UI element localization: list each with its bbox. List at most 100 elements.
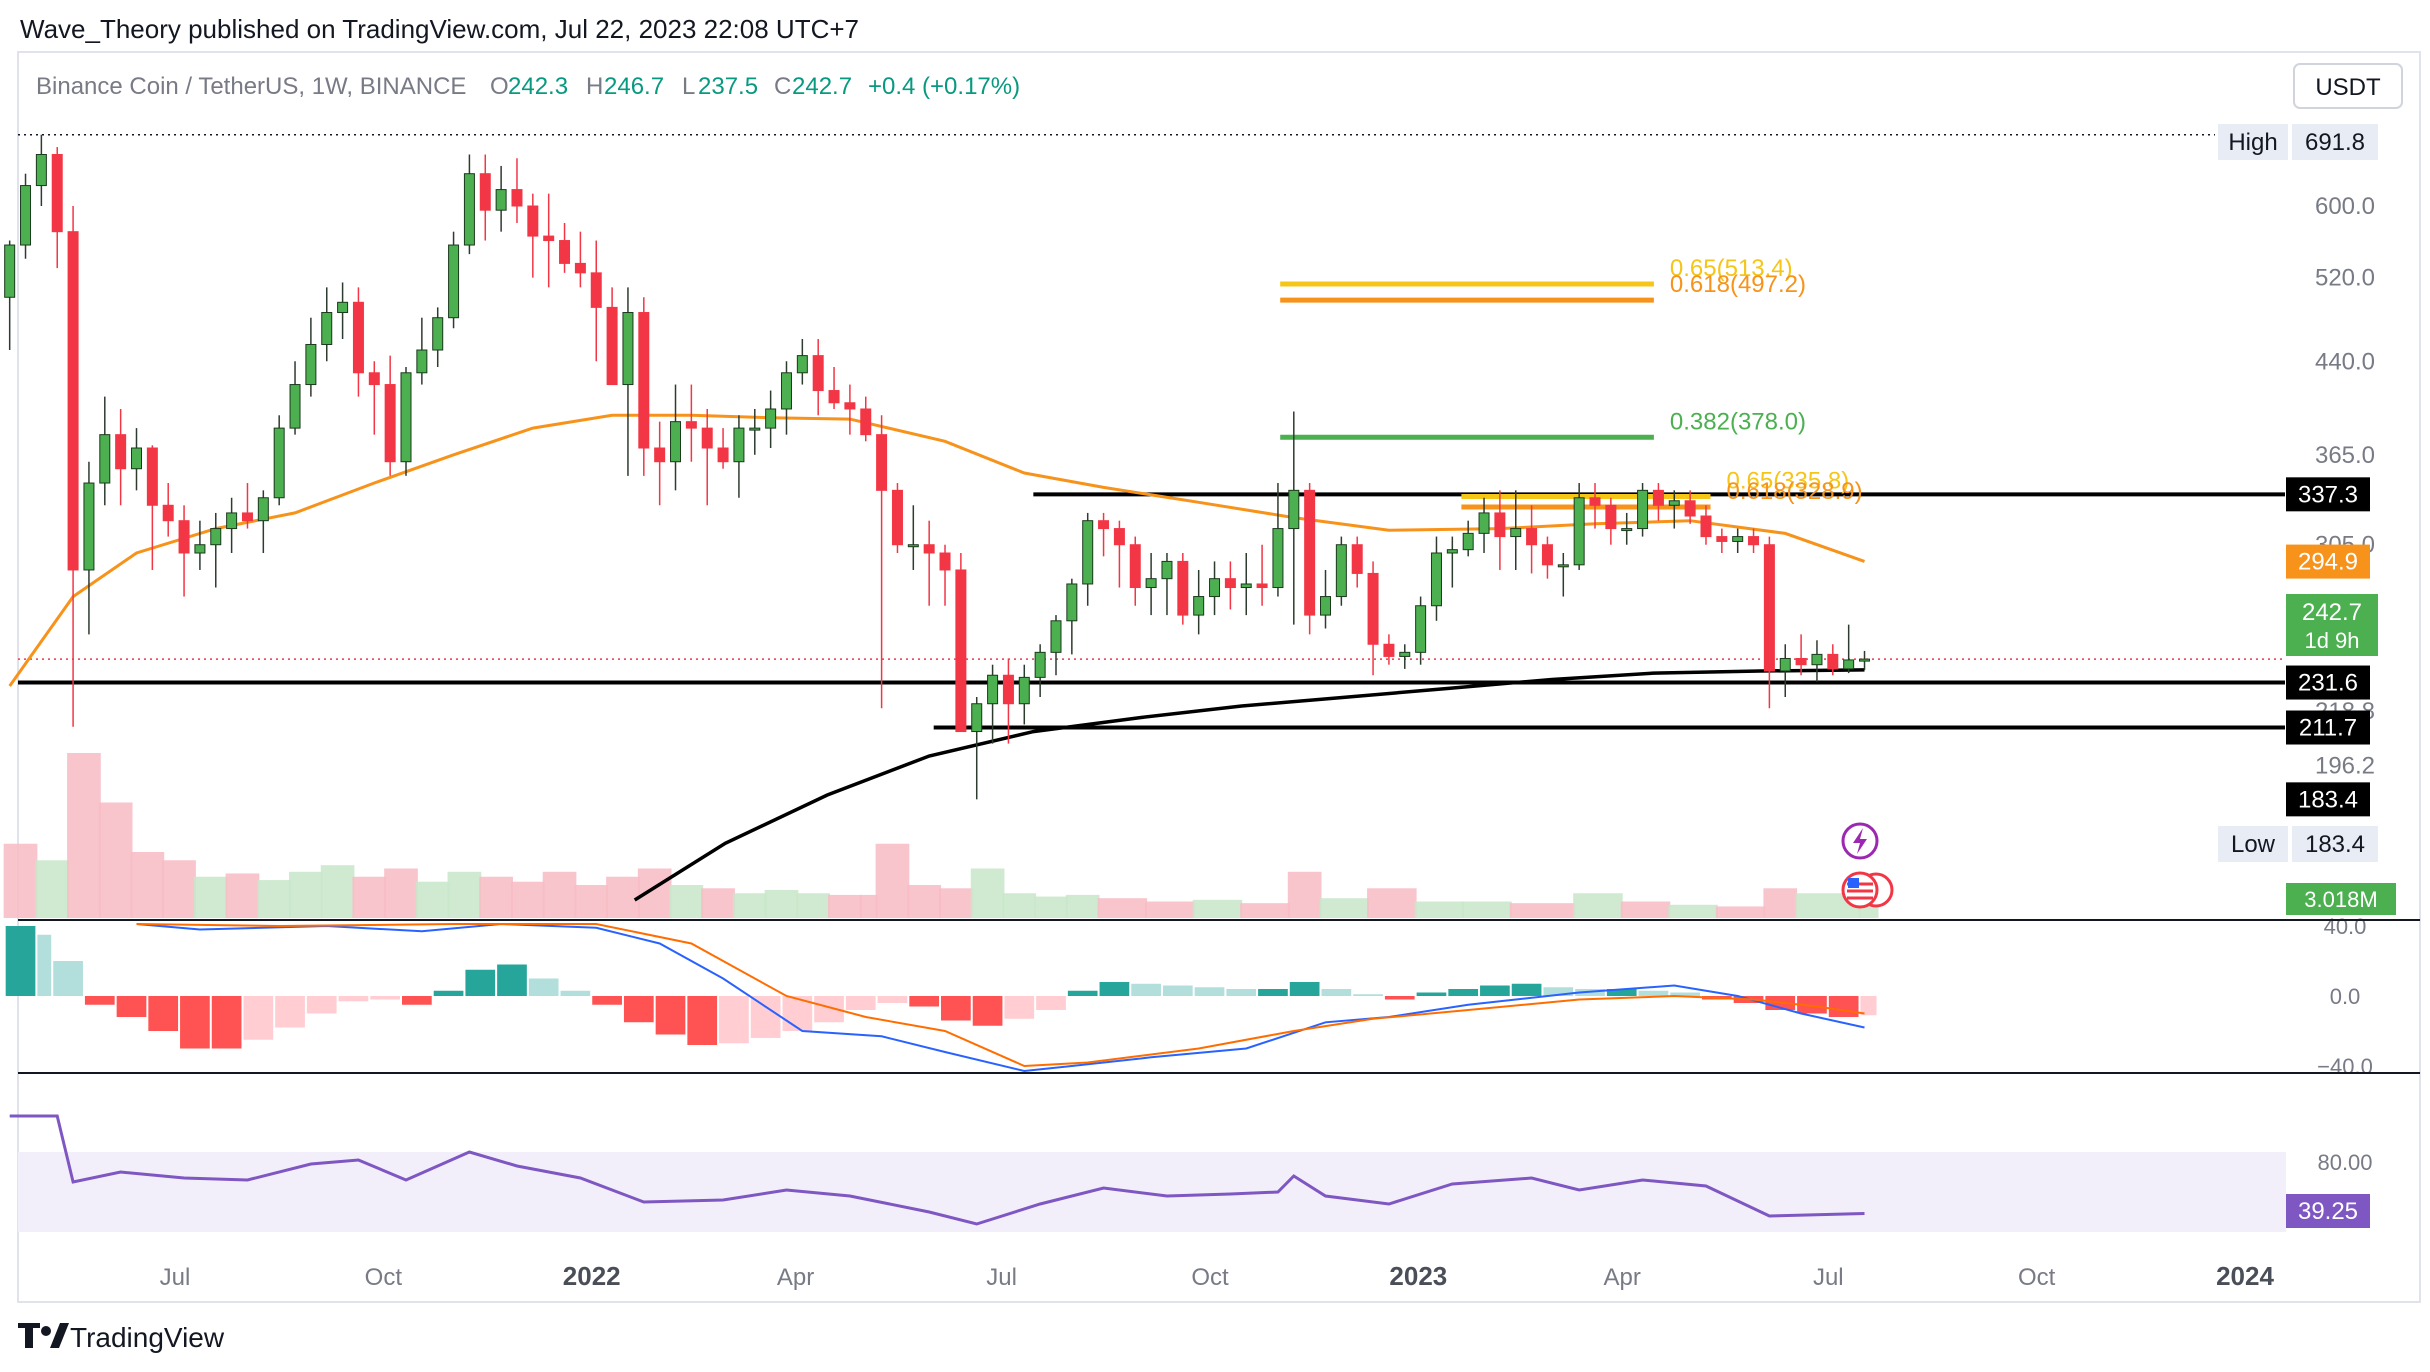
low-value: 183.4 — [2305, 831, 2365, 858]
fib-label: 0.618(328.9) — [1727, 478, 1863, 505]
volume-bar — [1240, 903, 1290, 918]
low-label: Low — [2231, 831, 2276, 858]
candle-body — [1383, 643, 1395, 657]
volume-bar — [1034, 896, 1068, 918]
macd-histogram-bar — [1480, 985, 1510, 996]
macd-histogram-bar — [338, 996, 369, 1002]
candle-body — [701, 427, 713, 449]
candle-body — [891, 489, 903, 546]
lightning-icon[interactable] — [1841, 822, 1879, 860]
x-axis-tick: Apr — [777, 1264, 814, 1291]
volume-layer — [3, 753, 1879, 918]
volume-bar — [130, 852, 165, 918]
currency-button[interactable]: USDT — [2293, 63, 2403, 109]
tradingview-logo[interactable]: TradingView — [18, 1322, 225, 1353]
candle-body — [1082, 520, 1094, 585]
candle-body — [1859, 658, 1871, 662]
candle-body — [1272, 528, 1284, 589]
volume-bar — [574, 885, 609, 918]
candle-body — [1415, 605, 1427, 653]
candle-body — [1256, 583, 1268, 589]
symbol-name: Binance Coin / TetherUS, 1W, BINANCE — [36, 73, 466, 100]
high-label: High — [2228, 129, 2277, 156]
volume-bar — [669, 885, 704, 918]
volume-bar — [859, 894, 878, 918]
candle-body — [1161, 560, 1173, 580]
candle-body — [273, 427, 285, 499]
candle-body — [1430, 552, 1442, 607]
candle-body — [1541, 544, 1553, 566]
volume-bar — [510, 881, 545, 918]
macd-histogram-bar — [84, 996, 115, 1005]
volume-bar — [1065, 894, 1100, 918]
volume-bar — [701, 888, 735, 918]
price-label-bg — [2286, 665, 2370, 700]
rsi-band — [18, 1152, 2286, 1232]
macd-histogram-bar — [1067, 990, 1098, 996]
candle-body — [717, 447, 729, 463]
candle-body — [83, 482, 95, 571]
macd-histogram-bar — [1543, 987, 1574, 996]
volume-bar — [764, 889, 799, 918]
currency-button-label[interactable]: USDT — [2315, 74, 2381, 101]
macd-histogram-bar — [243, 996, 274, 1040]
price-label: 183.4 — [2298, 786, 2358, 813]
price-label: 294.9 — [2298, 549, 2358, 576]
candle-body — [1478, 512, 1490, 534]
candle-body — [1637, 489, 1649, 530]
candle-body — [99, 434, 111, 484]
macd-histogram-bar — [1004, 996, 1035, 1019]
price-label-bg — [2286, 710, 2370, 745]
candle-body — [1129, 544, 1141, 589]
candle-body — [1209, 578, 1221, 598]
candle-body — [1700, 515, 1712, 538]
candle-body — [987, 674, 999, 705]
price-label-bg — [2286, 544, 2370, 579]
x-axis-tick: Oct — [1191, 1264, 1229, 1291]
candle-body — [780, 372, 792, 410]
candle-body — [733, 427, 745, 463]
candle-body — [1684, 500, 1696, 517]
macd-histogram-bar — [1416, 992, 1447, 996]
candle-body — [495, 189, 507, 211]
macd-histogram-bar — [1860, 996, 1877, 1016]
candle-body — [574, 262, 586, 274]
legend-l-label: L — [682, 73, 695, 100]
macd-histogram-bar — [37, 934, 52, 996]
us-flag-icon[interactable] — [1841, 871, 1894, 909]
price-label-bg — [2286, 477, 2370, 512]
candle-body — [1510, 528, 1522, 538]
candle-body — [178, 520, 190, 554]
volume-bar — [606, 876, 640, 918]
fib-label: 0.382(378.0) — [1670, 408, 1806, 435]
macd-signal-line — [136, 923, 1865, 1068]
candle-body — [337, 301, 349, 314]
axis-layer: 600.0520.0440.0365.0305.0265.0218.8196.2… — [160, 193, 2375, 1291]
current-price-value: 242.7 — [2302, 599, 2362, 626]
candle-body — [479, 173, 491, 211]
candle-body — [51, 154, 63, 233]
candle-body — [1193, 596, 1205, 616]
rsi-axis-tick: 80.00 — [2317, 1150, 2372, 1175]
macd-axis-tick: −40.0 — [2317, 1054, 2373, 1079]
candle-body — [400, 372, 412, 463]
candle-body — [1589, 497, 1601, 506]
volume-bar — [828, 894, 862, 918]
macd-histogram-bar — [148, 996, 179, 1031]
candle-body — [622, 312, 634, 386]
volume-bar — [1763, 888, 1798, 918]
volume-bar — [257, 880, 292, 918]
macd-histogram-bar — [180, 996, 210, 1049]
legend-h-label: H — [586, 73, 603, 100]
candle-body — [1320, 596, 1332, 616]
candle-body — [1240, 583, 1252, 589]
volume-bar — [352, 876, 387, 918]
high-value: 691.8 — [2305, 129, 2365, 156]
macd-histogram-bar — [1194, 987, 1225, 996]
legend-close: 242.7 — [792, 73, 852, 100]
x-axis-tick: Oct — [365, 1264, 403, 1291]
symbol-legend: Binance Coin / TetherUS, 1W, BINANCE O 2… — [36, 73, 1020, 100]
candle-body — [527, 205, 539, 237]
price-label: 337.3 — [2298, 481, 2358, 508]
